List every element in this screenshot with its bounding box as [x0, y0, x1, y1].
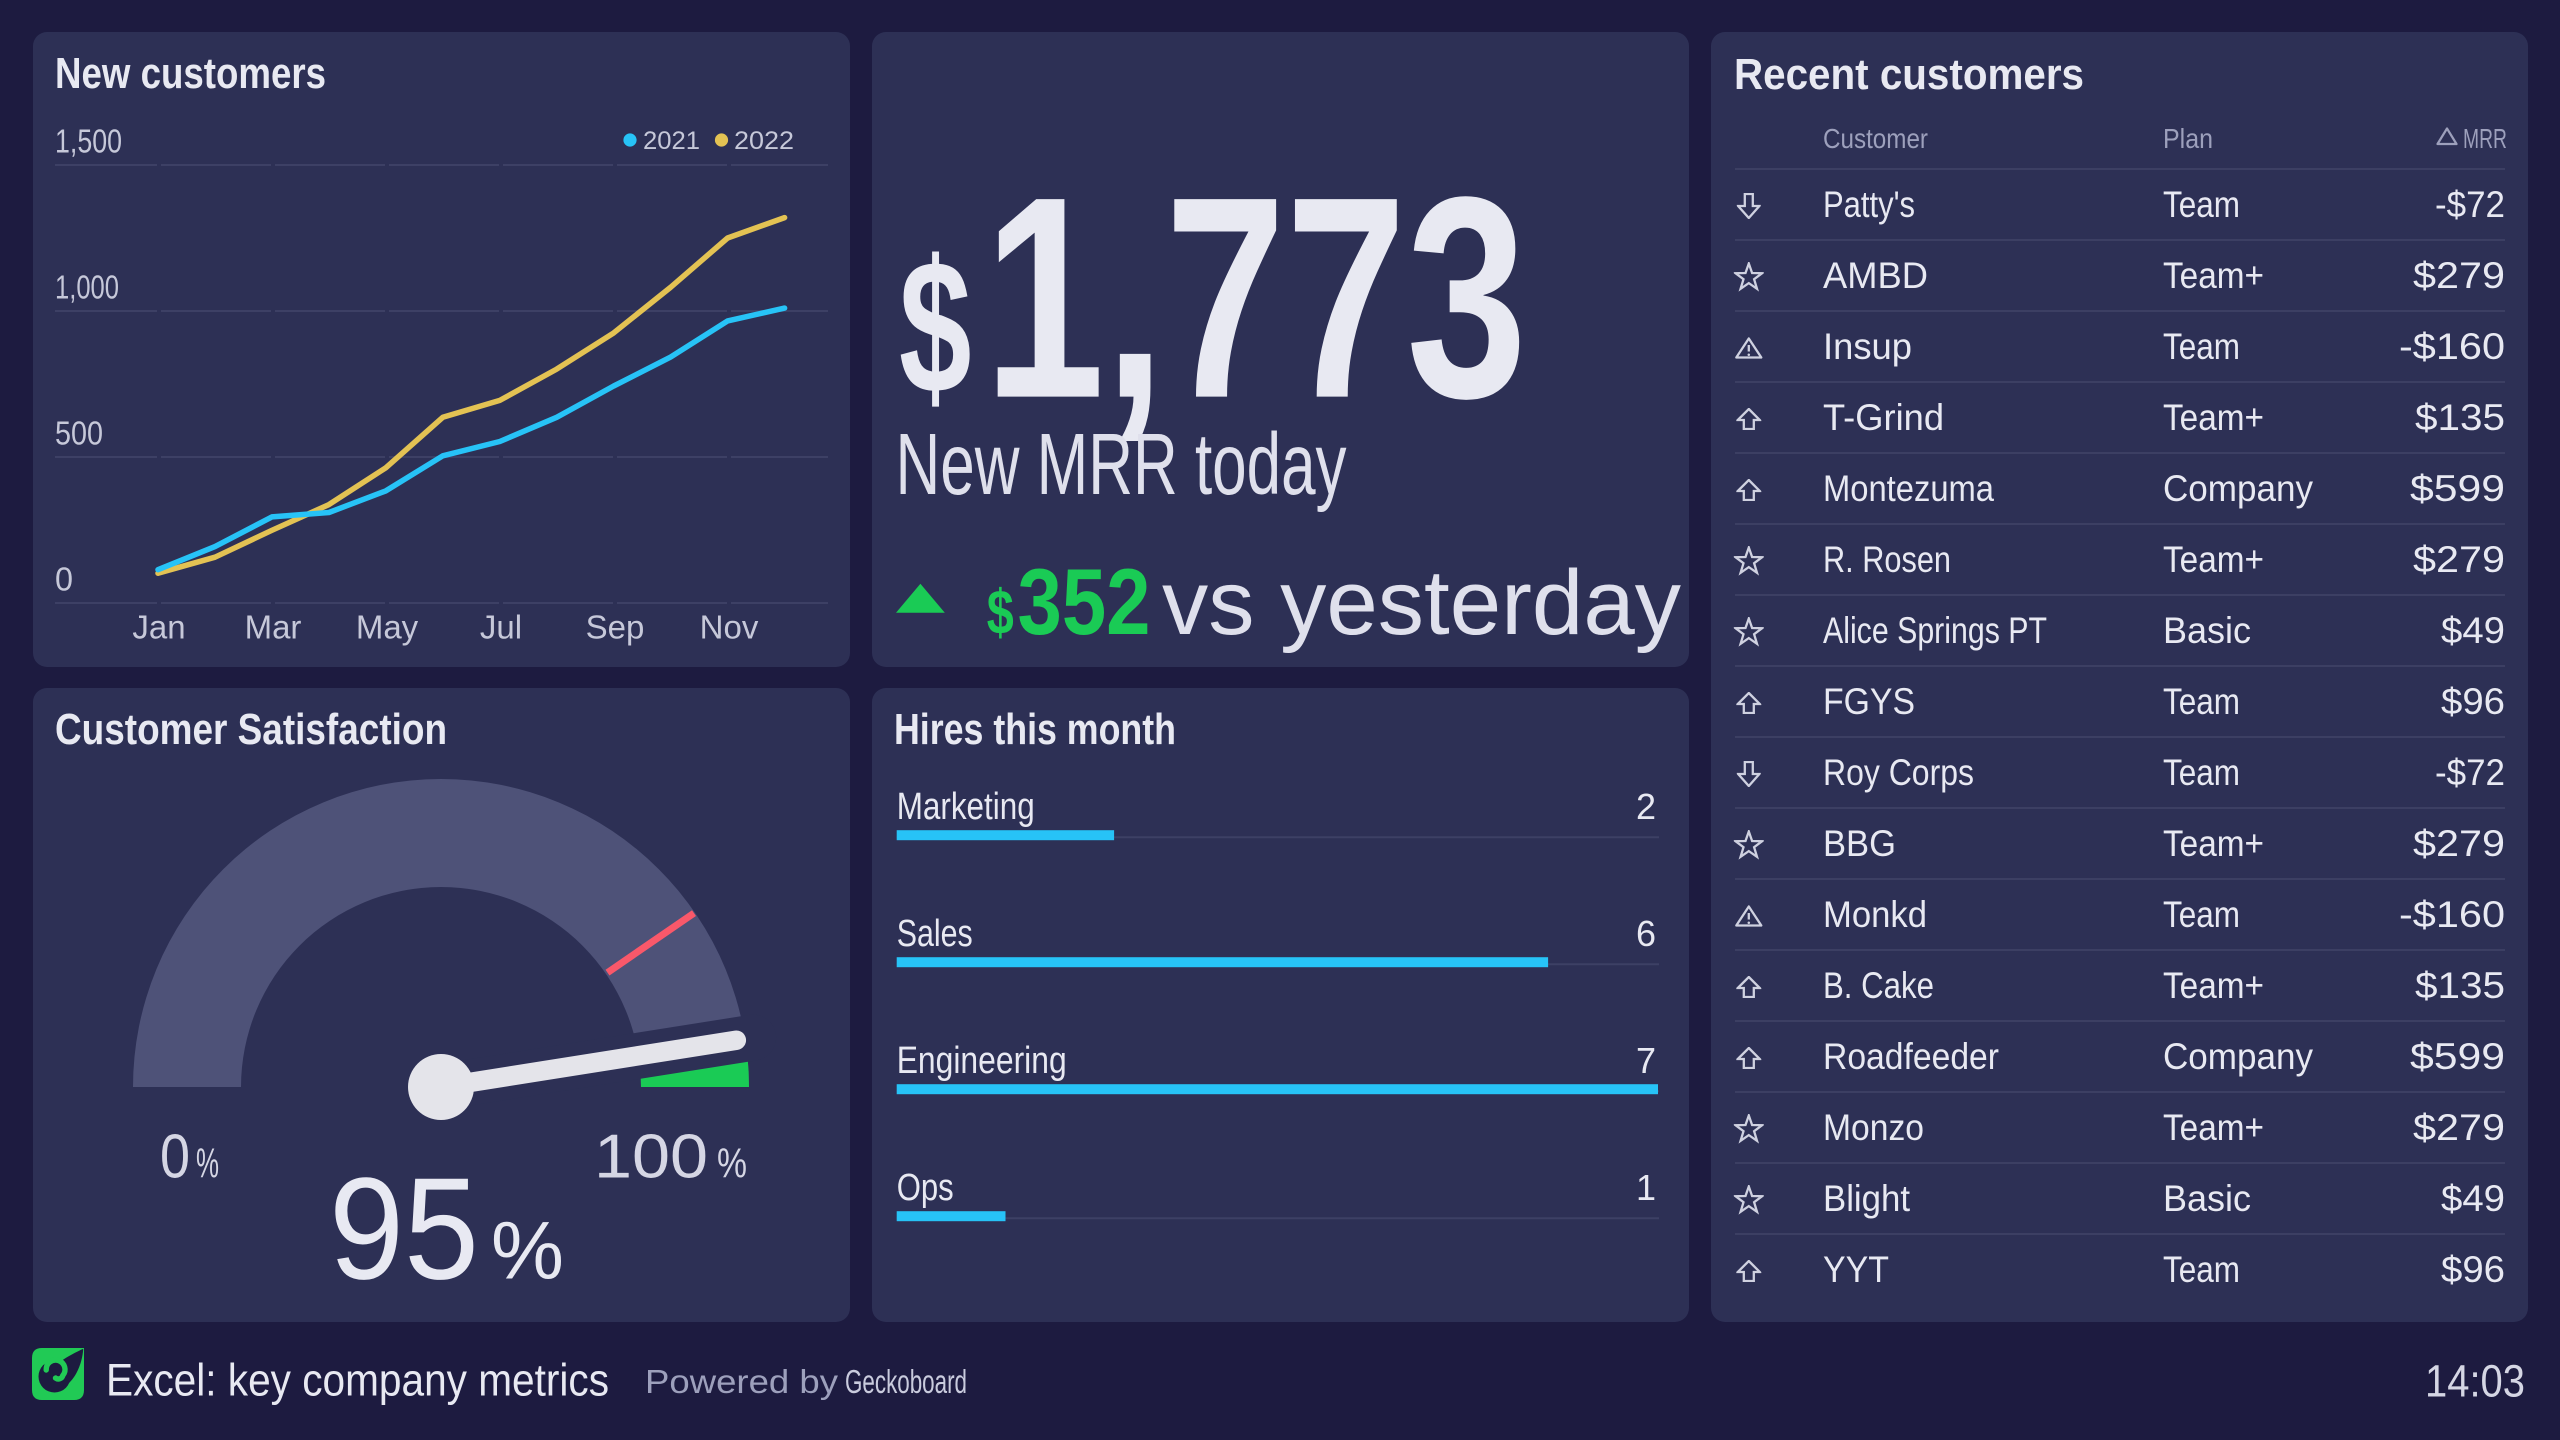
svg-text:$49: $49 — [2441, 610, 2505, 651]
svg-text:Plan: Plan — [2163, 123, 2213, 154]
svg-text:Blight: Blight — [1823, 1178, 1911, 1219]
svg-text:Excel: key company metrics: Excel: key company metrics — [106, 1355, 609, 1406]
svg-text:500: 500 — [55, 414, 103, 451]
svg-text:$135: $135 — [2415, 397, 2505, 438]
svg-text:FGYS: FGYS — [1823, 681, 1915, 722]
svg-text:Engineering: Engineering — [897, 1040, 1067, 1082]
svg-text:$599: $599 — [2410, 1036, 2505, 1077]
svg-text:R. Rosen: R. Rosen — [1823, 539, 1951, 580]
svg-text:Powered by: Powered by — [645, 1363, 839, 1400]
svg-text:%: % — [717, 1140, 747, 1187]
svg-text:2022: 2022 — [734, 127, 794, 155]
svg-text:Customer: Customer — [1823, 123, 1928, 154]
svg-text:$599: $599 — [2410, 468, 2505, 509]
svg-text:$: $ — [899, 222, 972, 434]
svg-text:-$72: -$72 — [2435, 752, 2505, 793]
svg-text:New customers: New customers — [55, 49, 326, 98]
svg-text:$49: $49 — [2441, 1178, 2505, 1219]
svg-text:Team+: Team+ — [2163, 823, 2264, 864]
svg-text:Montezuma: Montezuma — [1823, 468, 1994, 509]
svg-text:0: 0 — [55, 560, 73, 597]
svg-text:Basic: Basic — [2163, 610, 2251, 651]
svg-text:Basic: Basic — [2163, 1178, 2251, 1219]
svg-text:Roadfeeder: Roadfeeder — [1823, 1036, 1999, 1077]
svg-text:Team: Team — [2163, 184, 2240, 225]
svg-text:2: 2 — [1636, 786, 1656, 827]
svg-text:Customer Satisfaction: Customer Satisfaction — [55, 705, 447, 754]
svg-text:352: 352 — [1018, 549, 1151, 654]
svg-text:2021: 2021 — [643, 127, 700, 155]
svg-text:Recent customers: Recent customers — [1734, 50, 2084, 99]
svg-text:95: 95 — [329, 1148, 479, 1310]
svg-text:-$72: -$72 — [2435, 184, 2505, 225]
svg-text:B. Cake: B. Cake — [1823, 965, 1934, 1006]
svg-text:Team+: Team+ — [2163, 255, 2264, 296]
svg-text:Company: Company — [2163, 468, 2313, 509]
svg-text:AMBD: AMBD — [1823, 255, 1928, 296]
svg-text:Ops: Ops — [897, 1167, 954, 1209]
svg-text:Nov: Nov — [700, 609, 759, 646]
svg-text:YYT: YYT — [1823, 1249, 1889, 1290]
svg-text:Company: Company — [2163, 1036, 2313, 1077]
svg-text:$: $ — [987, 578, 1014, 648]
svg-text:Team: Team — [2163, 752, 2240, 793]
svg-text:Team+: Team+ — [2163, 965, 2264, 1006]
svg-text:Jul: Jul — [480, 609, 522, 646]
svg-text:Monzo: Monzo — [1823, 1107, 1924, 1148]
svg-text:Team+: Team+ — [2163, 539, 2264, 580]
svg-text:New MRR today: New MRR today — [896, 416, 1347, 513]
svg-text:Patty's: Patty's — [1823, 184, 1915, 225]
svg-text:100: 100 — [594, 1123, 708, 1192]
svg-text:$279: $279 — [2413, 539, 2505, 580]
svg-text:%: % — [196, 1140, 219, 1187]
svg-text:Team: Team — [2163, 681, 2240, 722]
svg-text:-$160: -$160 — [2399, 894, 2505, 935]
svg-text:1,500: 1,500 — [55, 122, 122, 159]
svg-text:Team+: Team+ — [2163, 1107, 2264, 1148]
svg-text:1,000: 1,000 — [55, 268, 119, 305]
svg-text:7: 7 — [1636, 1040, 1656, 1081]
svg-text:Team: Team — [2163, 1249, 2240, 1290]
svg-text:MRR: MRR — [2463, 123, 2507, 154]
svg-text:Team: Team — [2163, 894, 2240, 935]
svg-text:Hires this month: Hires this month — [894, 705, 1176, 754]
svg-text:Jan: Jan — [132, 609, 185, 646]
svg-text:%: % — [491, 1206, 564, 1297]
svg-text:Insup: Insup — [1823, 326, 1912, 367]
svg-text:Team: Team — [2163, 326, 2240, 367]
svg-text:BBG: BBG — [1823, 823, 1896, 864]
svg-text:Mar: Mar — [245, 609, 302, 646]
svg-text:-$160: -$160 — [2399, 326, 2505, 367]
svg-text:1: 1 — [1636, 1167, 1656, 1208]
svg-text:$279: $279 — [2413, 255, 2505, 296]
svg-text:Team+: Team+ — [2163, 397, 2264, 438]
svg-text:Geckoboard: Geckoboard — [845, 1363, 967, 1400]
svg-text:$279: $279 — [2413, 823, 2505, 864]
svg-text:vs yesterday: vs yesterday — [1162, 552, 1681, 654]
svg-text:$279: $279 — [2413, 1107, 2505, 1148]
svg-text:Sep: Sep — [586, 609, 645, 646]
svg-text:Alice Springs PT: Alice Springs PT — [1823, 610, 2047, 651]
svg-text:T-Grind: T-Grind — [1823, 397, 1944, 438]
svg-text:14:03: 14:03 — [2425, 1356, 2525, 1407]
svg-text:6: 6 — [1636, 913, 1656, 954]
svg-text:Marketing: Marketing — [897, 786, 1035, 828]
svg-text:$135: $135 — [2415, 965, 2505, 1006]
svg-text:0: 0 — [160, 1123, 190, 1192]
svg-text:$96: $96 — [2441, 681, 2505, 722]
svg-text:1,773: 1,773 — [984, 137, 1527, 458]
svg-text:Sales: Sales — [897, 913, 973, 955]
svg-text:$96: $96 — [2441, 1249, 2505, 1290]
svg-text:May: May — [356, 609, 419, 646]
svg-text:Roy Corps: Roy Corps — [1823, 752, 1974, 793]
svg-text:Monkd: Monkd — [1823, 894, 1927, 935]
